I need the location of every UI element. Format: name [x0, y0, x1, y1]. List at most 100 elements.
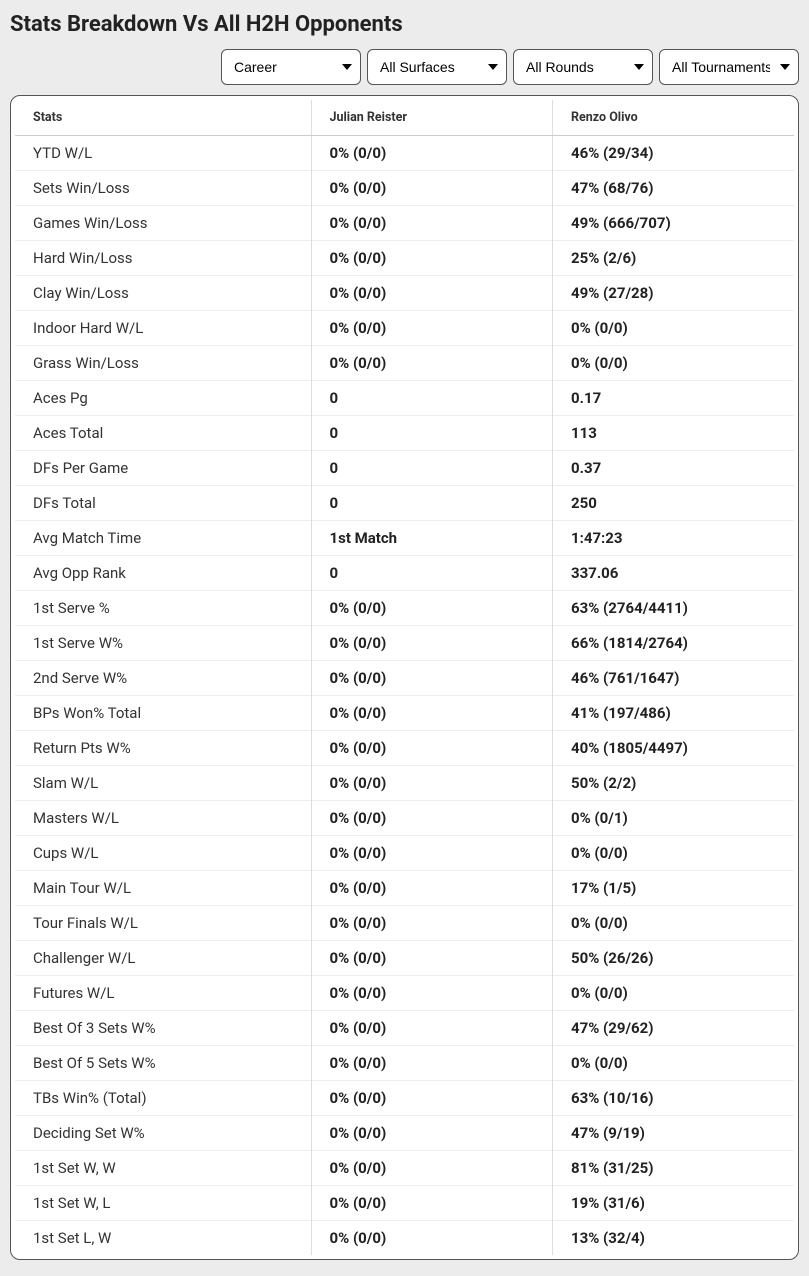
stat-value-player1: 0% (0/0): [311, 346, 552, 381]
stat-label: Tour Finals W/L: [15, 906, 311, 941]
stats-table: Stats Julian Reister Renzo Olivo YTD W/L…: [15, 100, 794, 1255]
stat-label: 1st Serve %: [15, 591, 311, 626]
stat-value-player1: 0% (0/0): [311, 276, 552, 311]
stat-value-player1: 0% (0/0): [311, 766, 552, 801]
table-row: Masters W/L0% (0/0)0% (0/1): [15, 801, 794, 836]
stat-value-player1: 0% (0/0): [311, 1116, 552, 1151]
stat-value-player2: 0% (0/0): [553, 1046, 795, 1081]
table-row: Best Of 3 Sets W%0% (0/0)47% (29/62): [15, 1011, 794, 1046]
stat-value-player1: 0% (0/0): [311, 696, 552, 731]
stat-label: Aces Total: [15, 416, 311, 451]
stat-value-player2: 49% (666/707): [553, 206, 795, 241]
stat-value-player1: 0% (0/0): [311, 1081, 552, 1116]
stat-value-player2: 337.06: [553, 556, 795, 591]
stat-value-player2: 46% (29/34): [553, 136, 795, 171]
stat-value-player1: 0% (0/0): [311, 801, 552, 836]
stat-value-player2: 0% (0/1): [553, 801, 795, 836]
stat-label: Avg Match Time: [15, 521, 311, 556]
table-row: BPs Won% Total0% (0/0)41% (197/486): [15, 696, 794, 731]
stat-value-player2: 47% (9/19): [553, 1116, 795, 1151]
filter-tournament-select[interactable]: All Tournaments: [659, 49, 799, 85]
page-title: Stats Breakdown Vs All H2H Opponents: [10, 12, 799, 37]
stat-value-player2: 63% (10/16): [553, 1081, 795, 1116]
stat-label: Cups W/L: [15, 836, 311, 871]
stat-label: Masters W/L: [15, 801, 311, 836]
table-row: DFs Per Game00.37: [15, 451, 794, 486]
table-row: Challenger W/L0% (0/0)50% (26/26): [15, 941, 794, 976]
stat-value-player2: 81% (31/25): [553, 1151, 795, 1186]
stat-value-player2: 49% (27/28): [553, 276, 795, 311]
col-header-player2: Renzo Olivo: [553, 100, 795, 136]
table-row: Indoor Hard W/L0% (0/0)0% (0/0): [15, 311, 794, 346]
table-row: Aces Total0113: [15, 416, 794, 451]
table-row: Return Pts W%0% (0/0)40% (1805/4497): [15, 731, 794, 766]
filter-round-select[interactable]: All Rounds: [513, 49, 653, 85]
stat-value-player1: 0% (0/0): [311, 1186, 552, 1221]
table-row: Tour Finals W/L0% (0/0)0% (0/0): [15, 906, 794, 941]
stat-value-player1: 0: [311, 451, 552, 486]
table-row: 1st Serve W%0% (0/0)66% (1814/2764): [15, 626, 794, 661]
filter-bar: Career All Surfaces All Rounds All Tourn…: [10, 49, 799, 85]
stat-label: TBs Win% (Total): [15, 1081, 311, 1116]
stat-label: Futures W/L: [15, 976, 311, 1011]
stat-value-player1: 0% (0/0): [311, 626, 552, 661]
stat-label: 1st Set W, L: [15, 1186, 311, 1221]
stat-value-player2: 0% (0/0): [553, 836, 795, 871]
col-header-stats: Stats: [15, 100, 311, 136]
table-row: 1st Set W, W0% (0/0)81% (31/25): [15, 1151, 794, 1186]
table-row: Main Tour W/L0% (0/0)17% (1/5): [15, 871, 794, 906]
table-row: Aces Pg00.17: [15, 381, 794, 416]
stat-value-player2: 0.37: [553, 451, 795, 486]
stat-value-player2: 25% (2/6): [553, 241, 795, 276]
stat-value-player2: 66% (1814/2764): [553, 626, 795, 661]
table-row: Best Of 5 Sets W%0% (0/0)0% (0/0): [15, 1046, 794, 1081]
table-row: Cups W/L0% (0/0)0% (0/0): [15, 836, 794, 871]
stat-value-player1: 1st Match: [311, 521, 552, 556]
stat-label: Deciding Set W%: [15, 1116, 311, 1151]
table-row: DFs Total0250: [15, 486, 794, 521]
stat-label: YTD W/L: [15, 136, 311, 171]
stat-value-player1: 0% (0/0): [311, 1046, 552, 1081]
stat-value-player1: 0% (0/0): [311, 171, 552, 206]
stat-label: 1st Set L, W: [15, 1221, 311, 1256]
stat-value-player1: 0: [311, 486, 552, 521]
stat-value-player2: 47% (68/76): [553, 171, 795, 206]
stat-label: 1st Set W, W: [15, 1151, 311, 1186]
stat-label: Best Of 3 Sets W%: [15, 1011, 311, 1046]
stat-label: Return Pts W%: [15, 731, 311, 766]
stat-value-player2: 0% (0/0): [553, 311, 795, 346]
stat-label: Sets Win/Loss: [15, 171, 311, 206]
stat-label: Games Win/Loss: [15, 206, 311, 241]
filter-career-select[interactable]: Career: [221, 49, 361, 85]
stat-value-player1: 0% (0/0): [311, 311, 552, 346]
stat-value-player2: 47% (29/62): [553, 1011, 795, 1046]
stat-value-player2: 0% (0/0): [553, 976, 795, 1011]
table-row: 1st Serve %0% (0/0)63% (2764/4411): [15, 591, 794, 626]
stat-value-player1: 0% (0/0): [311, 241, 552, 276]
stat-value-player1: 0% (0/0): [311, 906, 552, 941]
table-row: Deciding Set W%0% (0/0)47% (9/19): [15, 1116, 794, 1151]
stat-value-player2: 13% (32/4): [553, 1221, 795, 1256]
table-row: 1st Set W, L0% (0/0)19% (31/6): [15, 1186, 794, 1221]
table-row: 1st Set L, W0% (0/0)13% (32/4): [15, 1221, 794, 1256]
stat-label: Avg Opp Rank: [15, 556, 311, 591]
col-header-player1: Julian Reister: [311, 100, 552, 136]
table-row: Futures W/L0% (0/0)0% (0/0): [15, 976, 794, 1011]
table-row: Sets Win/Loss0% (0/0)47% (68/76): [15, 171, 794, 206]
stat-value-player1: 0% (0/0): [311, 941, 552, 976]
stat-value-player2: 40% (1805/4497): [553, 731, 795, 766]
stat-value-player1: 0% (0/0): [311, 1221, 552, 1256]
stat-label: Hard Win/Loss: [15, 241, 311, 276]
stat-value-player2: 63% (2764/4411): [553, 591, 795, 626]
stat-value-player2: 0% (0/0): [553, 906, 795, 941]
stat-label: Challenger W/L: [15, 941, 311, 976]
stat-value-player2: 19% (31/6): [553, 1186, 795, 1221]
table-header-row: Stats Julian Reister Renzo Olivo: [15, 100, 794, 136]
stat-label: Aces Pg: [15, 381, 311, 416]
stat-value-player2: 41% (197/486): [553, 696, 795, 731]
stat-value-player1: 0% (0/0): [311, 206, 552, 241]
filter-surface-select[interactable]: All Surfaces: [367, 49, 507, 85]
table-row: 2nd Serve W%0% (0/0)46% (761/1647): [15, 661, 794, 696]
stat-value-player2: 50% (26/26): [553, 941, 795, 976]
stat-value-player1: 0% (0/0): [311, 976, 552, 1011]
